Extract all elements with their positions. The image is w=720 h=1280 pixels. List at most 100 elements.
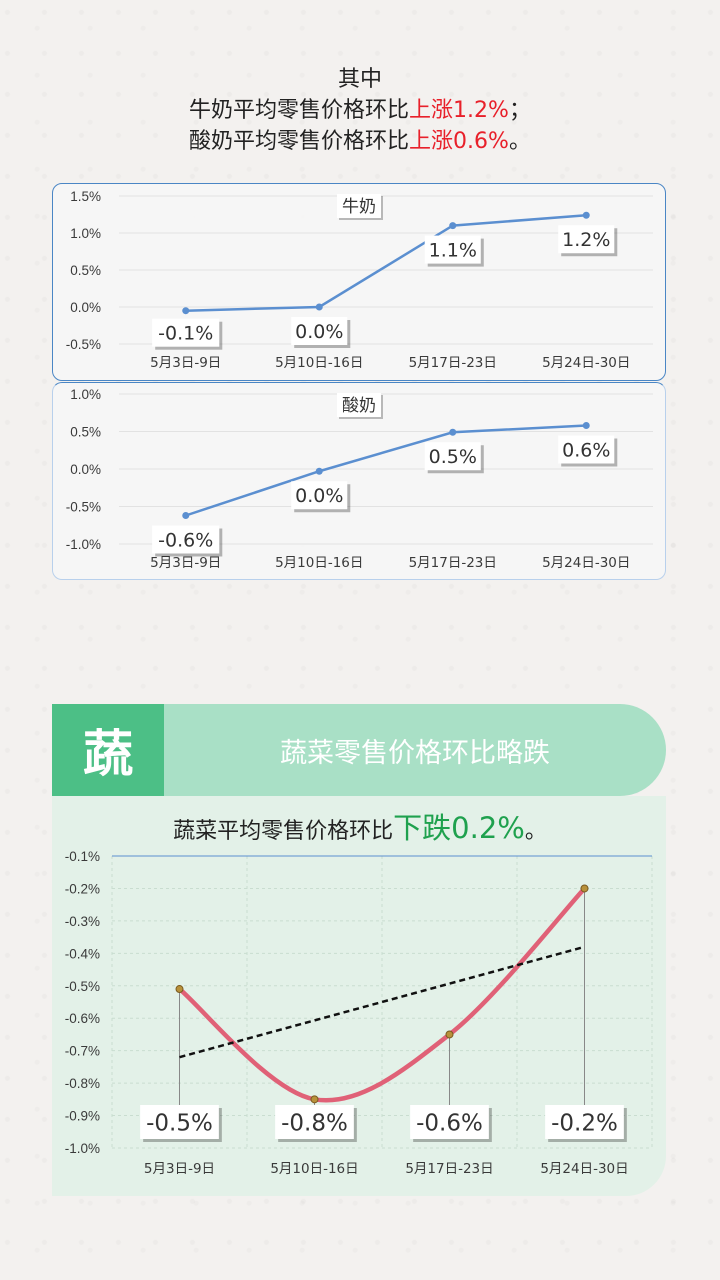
yogurt-prefix: 酸奶平均零售价格环比 xyxy=(189,129,410,154)
y-tick-label: -0.6% xyxy=(65,1011,100,1026)
data-label-group: 0.0% xyxy=(291,317,351,348)
yogurt-highlight: 上涨0.6% xyxy=(409,129,509,154)
veg-highlight: 下跌0.2% xyxy=(393,811,525,845)
y-tick-label: 0.0% xyxy=(70,462,101,477)
data-point xyxy=(449,222,457,230)
data-label-group: -0.1% xyxy=(152,318,223,350)
y-tick-label: 1.5% xyxy=(70,189,101,204)
data-label-box xyxy=(558,435,615,464)
x-tick-label: 5月24日-30日 xyxy=(542,355,630,371)
veg-suffix: 。 xyxy=(524,819,547,844)
x-tick-label: 5月10日-16日 xyxy=(275,555,363,571)
data-point xyxy=(445,1030,454,1039)
data-label-box xyxy=(291,317,348,345)
data-label: -0.5% xyxy=(146,1110,213,1136)
chart-title: 酸奶 xyxy=(342,396,376,416)
data-label: -0.1% xyxy=(158,323,213,345)
yogurt-suffix: 。 xyxy=(508,129,531,154)
vegetable-chart: -0.1% -0.2% -0.3% -0.4% -0.5% -0.6% -0.7% -0.8%… xyxy=(65,849,653,1177)
series-curve xyxy=(177,886,587,1103)
data-label-box xyxy=(424,235,481,264)
y-tick-label: -0.1% xyxy=(65,849,100,864)
data-point xyxy=(449,428,457,436)
data-label-box xyxy=(424,442,481,471)
milk-suffix: ； xyxy=(508,98,531,123)
data-label-group: -0.5% xyxy=(140,1105,222,1142)
series-line xyxy=(185,213,587,312)
data-label: 1.1% xyxy=(429,239,477,261)
yogurt-chart: 1.0% 0.5% 0.0% -0.5% -1.0% 5月3日-9日 5月10日-16日 5月… xyxy=(66,387,653,571)
y-tick-label: -0.7% xyxy=(65,1044,100,1059)
data-label-box xyxy=(410,1105,489,1139)
headline-line1: 其中 xyxy=(337,67,382,92)
y-tick-label: -0.5% xyxy=(65,979,100,994)
data-label-group: 0.6% xyxy=(558,435,618,467)
milk-chart-panel: 1.5% 1.0% 0.5% 0.0% -0.5% 5月3日-9日 5月10日-16日 5月1… xyxy=(52,183,666,381)
y-tick-label: 1.0% xyxy=(70,226,101,241)
data-point xyxy=(580,884,589,893)
x-tick-label: 5月3日-9日 xyxy=(150,355,221,371)
x-tick-label: 5月10日-16日 xyxy=(270,1161,358,1177)
y-tick-label: 0.5% xyxy=(70,263,101,278)
data-label-group: 0.0% xyxy=(291,481,351,513)
data-point xyxy=(315,467,323,475)
data-label-box xyxy=(275,1105,354,1139)
data-label: 0.0% xyxy=(295,321,343,343)
milk-highlight: 上涨1.2% xyxy=(409,98,509,123)
chart-title: 牛奶 xyxy=(342,197,376,217)
veg-prefix: 蔬菜平均零售价格环比 xyxy=(173,819,394,844)
data-point xyxy=(310,1095,319,1104)
x-tick-label: 5月17日-23日 xyxy=(409,555,497,571)
data-point xyxy=(582,211,590,219)
data-label-group: -0.2% xyxy=(545,1105,627,1142)
data-label: -0.2% xyxy=(551,1110,618,1136)
data-label-box xyxy=(545,1105,624,1139)
yogurt-chart-panel: 1.0% 0.5% 0.0% -0.5% -1.0% 5月3日-9日 5月10日-16日 5月… xyxy=(52,382,666,580)
data-label-group: -0.8% xyxy=(275,1105,357,1142)
y-tick-label: 0.0% xyxy=(70,300,101,315)
milk-chart: 1.5% 1.0% 0.5% 0.0% -0.5% 5月3日-9日 5月10日-16日 5月1… xyxy=(66,189,653,371)
data-point xyxy=(182,512,190,519)
data-label: 1.2% xyxy=(562,229,610,251)
data-label: -0.6% xyxy=(416,1110,483,1136)
headline: 其中 牛奶平均零售价格环比上涨1.2%； 酸奶平均零售价格环比上涨0.6%。 xyxy=(0,64,720,157)
section-icon: 蔬 xyxy=(52,704,164,796)
milk-prefix: 牛奶平均零售价格环比 xyxy=(189,98,410,123)
data-label-group: 1.1% xyxy=(424,235,484,267)
data-point xyxy=(315,303,323,311)
y-tick-label: 0.5% xyxy=(70,425,101,440)
y-tick-label: -0.9% xyxy=(65,1109,100,1124)
data-label-box xyxy=(291,481,348,510)
data-label-box xyxy=(140,1105,219,1139)
x-tick-label: 5月24日-30日 xyxy=(542,555,630,571)
data-point xyxy=(582,422,590,429)
data-label-box xyxy=(152,318,220,347)
x-tick-label: 5月17日-23日 xyxy=(405,1161,493,1177)
chart-title-box xyxy=(337,194,381,218)
y-tick-label: 1.0% xyxy=(70,387,101,402)
headline-yogurt: 酸奶平均零售价格环比上涨0.6%。 xyxy=(0,126,720,157)
x-tick-label: 5月24日-30日 xyxy=(540,1161,628,1177)
y-tick-label: -0.4% xyxy=(65,946,100,961)
x-tick-label: 5月10日-16日 xyxy=(275,355,363,371)
x-tick-label: 5月17日-23日 xyxy=(409,355,497,371)
y-tick-label: -1.0% xyxy=(65,1141,100,1156)
series-line xyxy=(185,424,587,517)
data-label-box xyxy=(558,225,615,254)
chart-title-box xyxy=(337,393,381,417)
data-label: 0.0% xyxy=(295,485,343,507)
headline-milk: 牛奶平均零售价格环比上涨1.2%； xyxy=(0,95,720,126)
x-tick-label: 5月3日-9日 xyxy=(144,1161,215,1177)
data-label: 0.5% xyxy=(429,446,477,468)
vegetable-chart-panel: -0.1% -0.2% -0.3% -0.4% -0.5% -0.6% -0.7% -0.8%… xyxy=(52,796,666,1196)
data-point xyxy=(182,307,190,315)
vegetable-subtitle: 蔬菜平均零售价格环比下跌0.2%。 xyxy=(0,805,720,847)
data-label-group: 0.5% xyxy=(424,442,484,474)
y-tick-label: -0.3% xyxy=(65,914,100,929)
y-tick-label: -0.8% xyxy=(65,1076,100,1091)
section-title: 蔬菜零售价格环比略跌 xyxy=(280,737,550,769)
data-label: 0.6% xyxy=(562,439,610,461)
y-tick-label: -0.2% xyxy=(65,881,100,896)
data-label-group: -0.6% xyxy=(152,525,223,557)
data-label-group: 1.2% xyxy=(558,225,618,257)
